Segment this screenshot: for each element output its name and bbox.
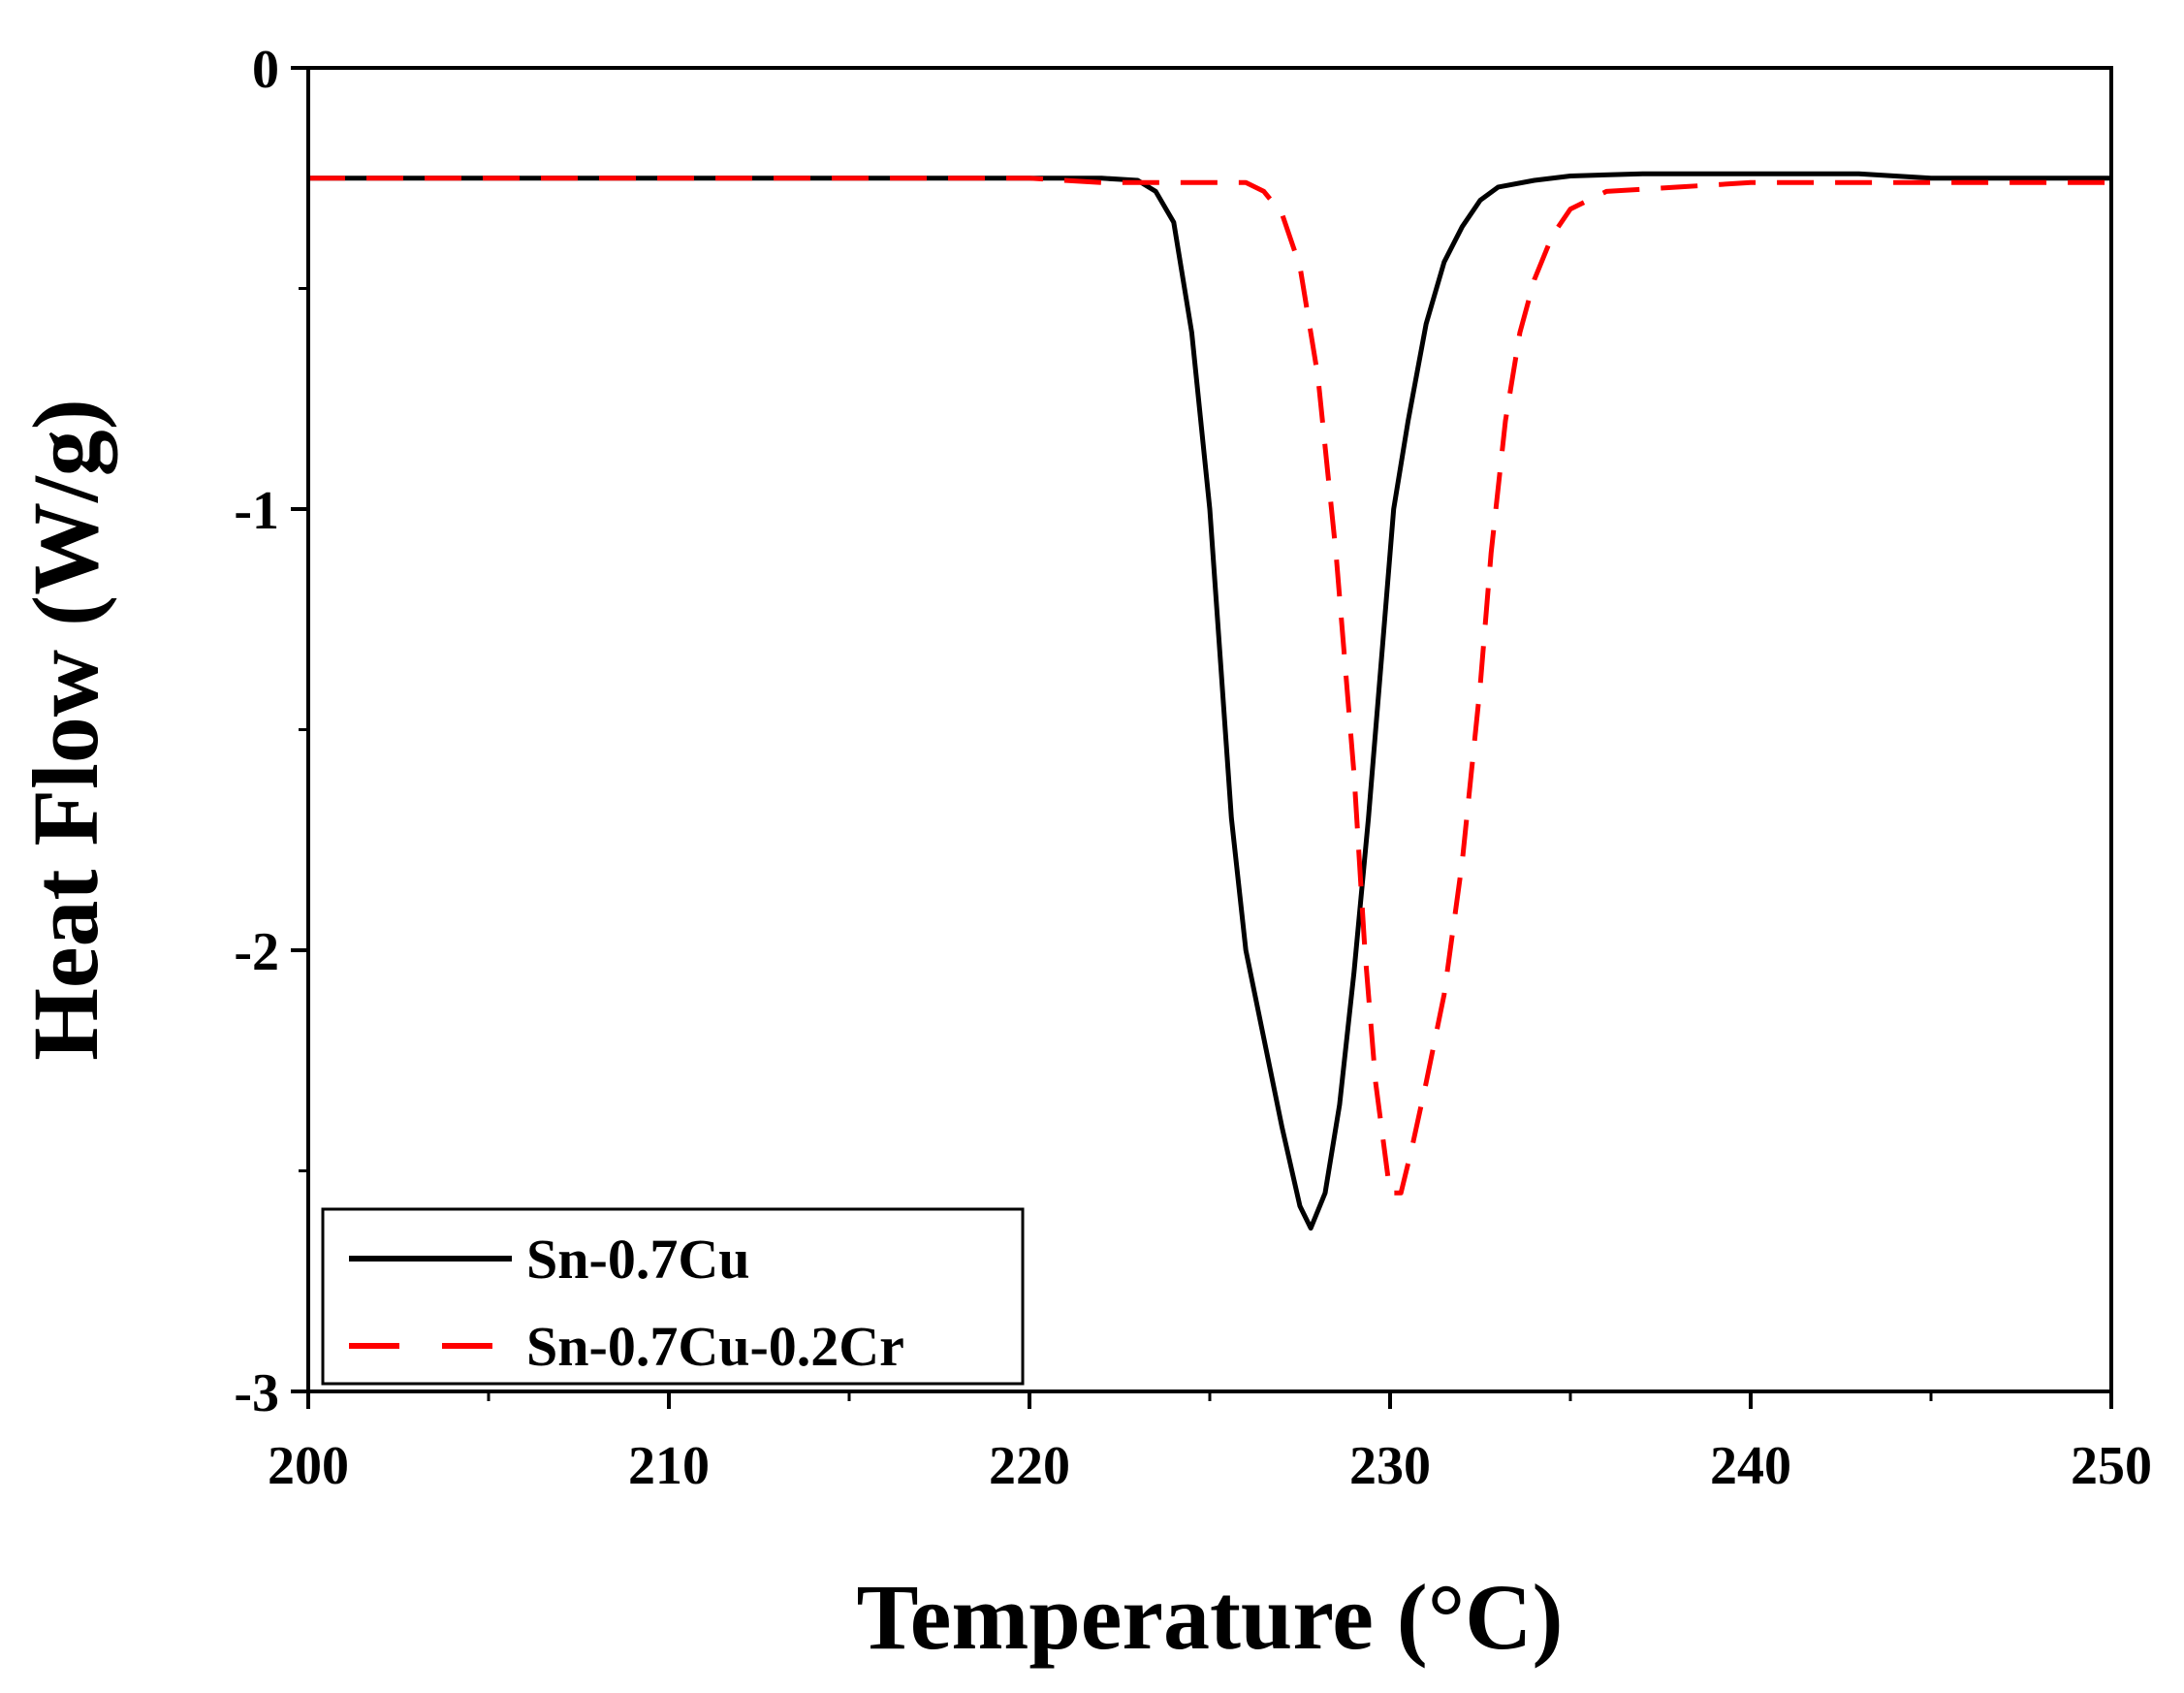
y-tick-label: -2 bbox=[234, 922, 279, 982]
legend-box bbox=[321, 1207, 1025, 1386]
x-tick-label: 210 bbox=[628, 1436, 710, 1496]
y-tick-label: -1 bbox=[234, 481, 279, 541]
x-tick-label: 230 bbox=[1349, 1436, 1431, 1496]
x-tick-label: 250 bbox=[2071, 1436, 2152, 1496]
tick-labels: 200 210 220 230 240 250 0 -1 -2 -3 bbox=[234, 40, 2152, 1496]
series-lines bbox=[308, 171, 2111, 1231]
legend: Sn-0.7Cu Sn-0.7Cu-0.2Cr bbox=[321, 1207, 1025, 1386]
series-line-0 bbox=[308, 171, 2111, 1231]
x-tick-label: 220 bbox=[989, 1436, 1070, 1496]
y-axis-title: Heat Flow (W/g) bbox=[14, 399, 117, 1061]
x-tick-label: 200 bbox=[268, 1436, 349, 1496]
y-tick-label: 0 bbox=[252, 40, 279, 100]
legend-label-sn-0-7cu-0-2cr: Sn-0.7Cu-0.2Cr bbox=[526, 1315, 904, 1378]
x-tick-label: 240 bbox=[1710, 1436, 1791, 1496]
x-axis-title: Temperature (°C) bbox=[857, 1565, 1564, 1669]
y-tick-label: -3 bbox=[234, 1363, 279, 1423]
legend-label-sn-0-7cu: Sn-0.7Cu bbox=[526, 1228, 749, 1291]
plot-frame bbox=[306, 66, 2113, 1393]
series-line-1 bbox=[308, 176, 2111, 1196]
